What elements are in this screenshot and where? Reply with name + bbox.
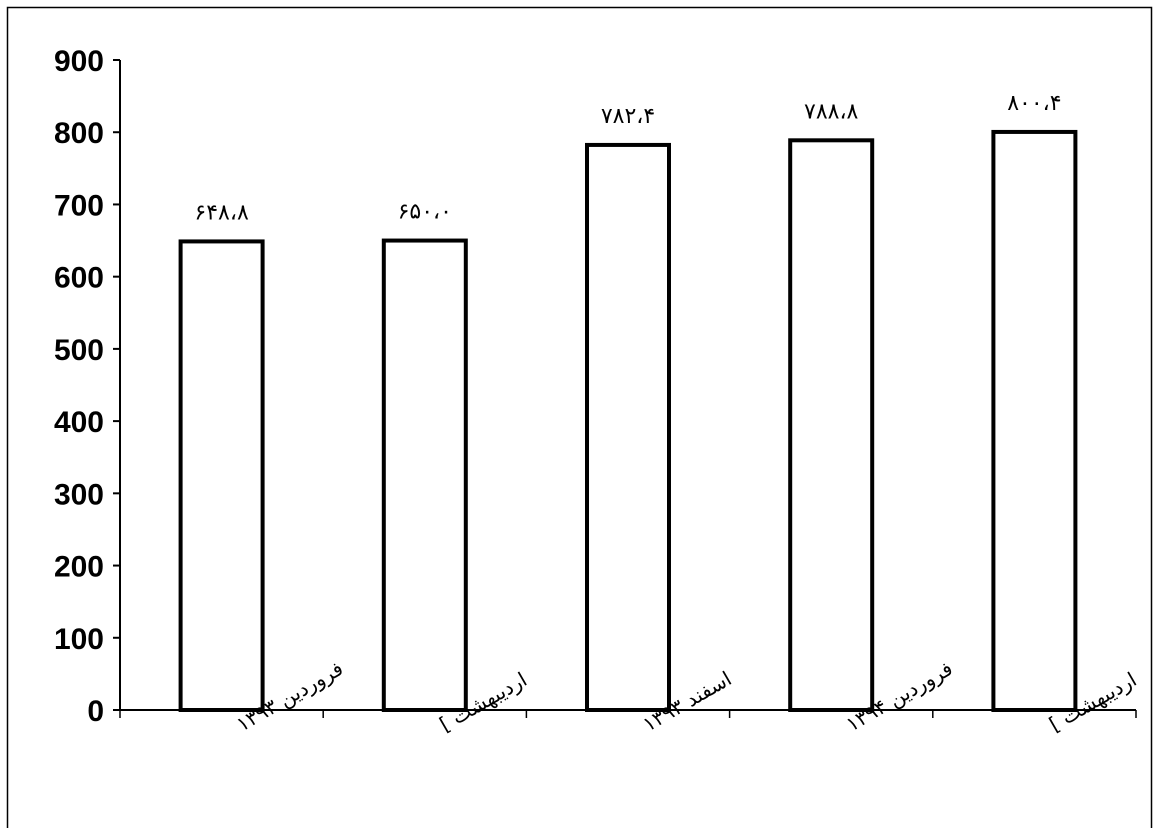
x-axis-ticks bbox=[119, 710, 1137, 718]
data-label: ۷۸۲،۴ bbox=[601, 104, 655, 129]
bars-group bbox=[178, 129, 1078, 713]
y-tick-label: 800 bbox=[54, 117, 104, 150]
data-label: ۶۵۰،۰ bbox=[398, 200, 452, 225]
y-tick-label: 0 bbox=[87, 695, 104, 728]
y-tick-label: 300 bbox=[54, 478, 104, 511]
y-tick-label: 900 bbox=[54, 45, 104, 78]
bar bbox=[381, 238, 468, 713]
data-label: ۶۴۸،۸ bbox=[194, 200, 249, 225]
data-label: ۸۰۰،۴ bbox=[1007, 91, 1061, 116]
bar bbox=[991, 129, 1078, 712]
bar bbox=[178, 239, 265, 713]
y-tick-label: 400 bbox=[54, 406, 104, 439]
y-tick-label: 700 bbox=[54, 189, 104, 222]
data-labels-group: ۶۴۸،۸ ۶۵۰،۰ ۷۸۲،۴ ۷۸۸،۸ ۸۰۰،۴ bbox=[194, 91, 1061, 225]
y-axis-ticks: 0 100 200 300 400 500 600 700 800 900 bbox=[54, 45, 120, 728]
data-label: ۷۸۸،۸ bbox=[804, 99, 859, 124]
bar bbox=[788, 138, 875, 713]
bar bbox=[585, 142, 671, 712]
y-tick-label: 600 bbox=[54, 262, 104, 295]
y-tick-label: 100 bbox=[54, 623, 104, 656]
y-tick-label: 500 bbox=[54, 334, 104, 367]
chart-frame bbox=[6, 6, 1153, 833]
y-tick-label: 200 bbox=[54, 551, 104, 584]
